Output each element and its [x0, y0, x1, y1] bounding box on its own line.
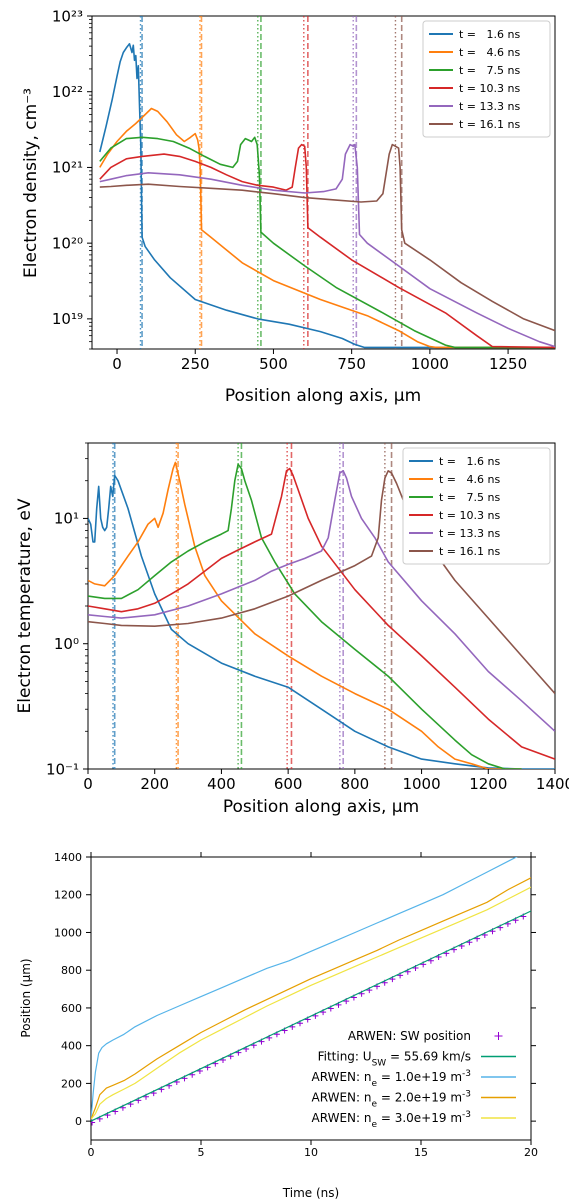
- x-tick-label: 10: [304, 1146, 318, 1159]
- x-tick-label: 750: [337, 355, 366, 373]
- legend-swatch: [494, 1032, 503, 1040]
- y-tick-label: 10⁰: [54, 635, 79, 653]
- series-line-1: [88, 461, 522, 769]
- x-tick-label: 400: [207, 775, 236, 793]
- series-line-1: [91, 910, 531, 1122]
- temperature-chart: 0 200 400 600 800 1000 1200 1400 10⁻¹ 10⁰ 10¹ Posi…: [15, 442, 569, 817]
- x-tick-label: 0: [83, 775, 93, 793]
- x-tick-label: 15: [414, 1146, 428, 1159]
- y-tick-label: 10⁻¹: [46, 760, 79, 778]
- series-line-1: [99, 107, 555, 349]
- legend-label: t = 10.3 ns: [459, 82, 520, 95]
- legend-label: t = 10.3 ns: [439, 509, 500, 522]
- series-line-0: [88, 474, 555, 769]
- series-line-4: [99, 143, 555, 348]
- density-chart: 0 250 500 750 1000 1250 10¹⁹ 10²⁰ 10²¹ 10²² 10²³ P…: [21, 7, 556, 406]
- series-line-2: [88, 463, 522, 769]
- series-line-3: [88, 467, 555, 760]
- position-legend: ARWEN: SW position Fitting: USW = 55.69 k…: [312, 1029, 516, 1130]
- x-tick-label: 0: [88, 1146, 95, 1159]
- density-legend: t = 1.6 ns t = 4.6 ns t = 7.5 ns t = 10.3 n…: [422, 20, 551, 138]
- legend-label: t = 13.3 ns: [439, 527, 500, 540]
- y-tick-label: 1000: [54, 926, 82, 939]
- x-tick-label: 5: [198, 1146, 205, 1159]
- legend-label: t = 7.5 ns: [459, 64, 520, 77]
- legend-label: ARWEN: ne = 3.0e+19 m-3: [312, 1110, 471, 1130]
- y-tick-label: 800: [61, 964, 82, 977]
- x-tick-label: 1250: [489, 355, 527, 373]
- legend-box: [422, 20, 551, 138]
- x-tick-label: 0: [112, 355, 122, 373]
- legend-box: [402, 447, 551, 565]
- series-line-2: [99, 136, 555, 349]
- x-tick-label: 600: [274, 775, 303, 793]
- temperature-x-axis-label: Position along axis, μm: [223, 797, 419, 817]
- series-line-4: [91, 886, 531, 1120]
- series-line-2: [91, 857, 518, 1120]
- series-line-0: [99, 43, 555, 349]
- x-tick-label: 500: [259, 355, 288, 373]
- legend-label: ARWEN: ne = 2.0e+19 m-3: [312, 1090, 471, 1110]
- temperature-y-axis-label: Electron temperature, eV: [15, 498, 35, 713]
- series-line-3: [99, 143, 555, 349]
- legend-label: t = 1.6 ns: [459, 28, 520, 41]
- legend-label: t = 1.6 ns: [439, 455, 500, 468]
- y-tick-label: 200: [61, 1077, 82, 1090]
- legend-label: t = 16.1 ns: [439, 545, 500, 558]
- y-tick-label: 10²⁰: [52, 234, 83, 252]
- legend-label: t = 13.3 ns: [459, 100, 520, 113]
- position-x-axis-label: Time (ns): [282, 1186, 339, 1200]
- y-tick-label: 1200: [54, 889, 82, 902]
- series-line-5: [99, 143, 555, 332]
- series-line-3: [91, 877, 531, 1120]
- x-tick-label: 1000: [402, 775, 440, 793]
- x-tick-label: 20: [524, 1146, 538, 1159]
- density-plot-frame: [91, 15, 556, 350]
- y-tick-label: 400: [61, 1040, 82, 1053]
- position-y-axis-label: Position (μm): [19, 958, 33, 1037]
- y-tick-label: 10²¹: [52, 159, 83, 177]
- x-tick-label: 800: [341, 775, 370, 793]
- legend-label: t = 7.5 ns: [439, 491, 500, 504]
- legend-label: t = 4.6 ns: [439, 473, 500, 486]
- y-tick-label: 10¹: [54, 510, 79, 528]
- density-x-axis-label: Position along axis, μm: [225, 386, 421, 406]
- x-tick-label: 1000: [411, 355, 449, 373]
- x-tick-label: 250: [181, 355, 210, 373]
- x-tick-label: 1400: [536, 775, 569, 793]
- legend-label: t = 4.6 ns: [459, 46, 520, 59]
- y-tick-label: 10²³: [52, 7, 83, 25]
- y-tick-label: 1400: [54, 851, 82, 864]
- x-tick-label: 1200: [469, 775, 507, 793]
- legend-label: ARWEN: SW position: [348, 1029, 471, 1043]
- y-tick-label: 10¹⁹: [52, 310, 83, 328]
- y-tick-label: 10²²: [52, 83, 83, 101]
- x-tick-label: 200: [140, 775, 169, 793]
- legend-label: ARWEN: ne = 1.0e+19 m-3: [312, 1069, 471, 1089]
- density-y-axis-label: Electron density, cm⁻³: [21, 88, 41, 278]
- legend-label: Fitting: USW = 55.69 km/s: [318, 1050, 471, 1069]
- series-line-4: [88, 470, 555, 732]
- legend-label: t = 16.1 ns: [459, 118, 520, 131]
- y-tick-label: 0: [75, 1115, 82, 1128]
- y-tick-label: 600: [61, 1002, 82, 1015]
- temperature-legend: t = 1.6 ns t = 4.6 ns t = 7.5 ns t = 10.3 n…: [402, 447, 551, 565]
